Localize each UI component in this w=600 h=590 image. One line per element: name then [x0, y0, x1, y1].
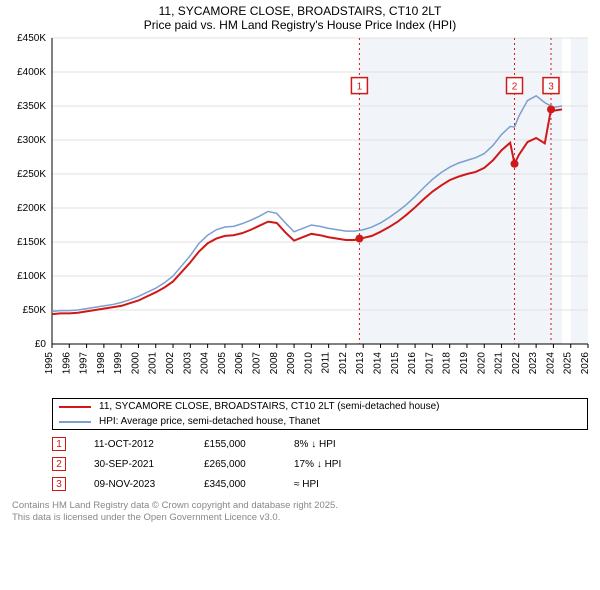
svg-text:2003: 2003: [182, 352, 193, 375]
svg-text:£250K: £250K: [17, 169, 46, 180]
svg-text:2021: 2021: [494, 352, 505, 375]
chart-container: 11, SYCAMORE CLOSE, BROADSTAIRS, CT10 2L…: [0, 0, 600, 590]
legend-item-hpi: HPI: Average price, semi-detached house,…: [53, 414, 587, 429]
footer-text: Contains HM Land Registry data © Crown c…: [12, 500, 588, 525]
svg-text:2013: 2013: [355, 352, 366, 375]
sale-number-box: 1: [52, 437, 66, 451]
svg-text:£150K: £150K: [17, 237, 46, 248]
svg-text:2004: 2004: [200, 352, 211, 375]
svg-text:2015: 2015: [390, 352, 401, 375]
svg-text:2020: 2020: [476, 352, 487, 375]
svg-text:2025: 2025: [563, 352, 574, 375]
legend-label-property: 11, SYCAMORE CLOSE, BROADSTAIRS, CT10 2L…: [99, 401, 440, 412]
svg-text:2008: 2008: [269, 352, 280, 375]
svg-text:1997: 1997: [79, 352, 90, 375]
svg-text:2000: 2000: [130, 352, 141, 375]
svg-text:2006: 2006: [234, 352, 245, 375]
svg-text:2017: 2017: [424, 352, 435, 375]
svg-text:2001: 2001: [148, 352, 159, 375]
svg-text:2014: 2014: [373, 352, 384, 375]
legend-label-hpi: HPI: Average price, semi-detached house,…: [99, 416, 320, 427]
svg-text:1998: 1998: [96, 352, 107, 375]
legend-swatch-property: [59, 406, 91, 408]
svg-text:2024: 2024: [545, 352, 556, 375]
svg-text:2002: 2002: [165, 352, 176, 375]
svg-text:£350K: £350K: [17, 101, 46, 112]
sale-price: £345,000: [204, 479, 294, 490]
svg-text:2010: 2010: [303, 352, 314, 375]
sale-date: 09-NOV-2023: [94, 479, 204, 490]
sale-date: 11-OCT-2012: [94, 439, 204, 450]
sale-diff: 17% ↓ HPI: [294, 459, 404, 470]
sales-row: 1 11-OCT-2012£155,0008% ↓ HPI: [52, 434, 588, 454]
svg-text:2018: 2018: [442, 352, 453, 375]
svg-text:£400K: £400K: [17, 67, 46, 78]
svg-text:2019: 2019: [459, 352, 470, 375]
svg-text:£50K: £50K: [23, 305, 47, 316]
svg-text:2023: 2023: [528, 352, 539, 375]
svg-text:£200K: £200K: [17, 203, 46, 214]
svg-text:2022: 2022: [511, 352, 522, 375]
legend-box: 11, SYCAMORE CLOSE, BROADSTAIRS, CT10 2L…: [52, 398, 588, 430]
svg-text:1: 1: [357, 82, 363, 93]
footer-line-1: Contains HM Land Registry data © Crown c…: [12, 500, 588, 512]
footer-line-2: This data is licensed under the Open Gov…: [12, 512, 588, 524]
sale-number-box: 3: [52, 477, 66, 491]
sale-diff: 8% ↓ HPI: [294, 439, 404, 450]
svg-text:2016: 2016: [407, 352, 418, 375]
svg-text:£450K: £450K: [17, 34, 46, 44]
sale-number-box: 2: [52, 457, 66, 471]
svg-text:2: 2: [512, 82, 518, 93]
svg-text:2012: 2012: [338, 352, 349, 375]
svg-text:2026: 2026: [580, 352, 591, 375]
legend-swatch-hpi: [59, 421, 91, 423]
title-line-1: 11, SYCAMORE CLOSE, BROADSTAIRS, CT10 2L…: [0, 4, 600, 18]
sale-date: 30-SEP-2021: [94, 459, 204, 470]
svg-text:2007: 2007: [251, 352, 262, 375]
svg-text:1999: 1999: [113, 352, 124, 375]
chart-plot: £0 £50K £100K £150K £200K £250K £300K £350K £400…: [0, 34, 600, 394]
svg-text:2009: 2009: [286, 352, 297, 375]
sale-price: £155,000: [204, 439, 294, 450]
svg-text:£300K: £300K: [17, 135, 46, 146]
title-line-2: Price paid vs. HM Land Registry's House …: [0, 18, 600, 32]
svg-text:1996: 1996: [61, 352, 72, 375]
sales-row: 3 09-NOV-2023£345,000 ≈ HPI: [52, 474, 588, 494]
legend-item-property: 11, SYCAMORE CLOSE, BROADSTAIRS, CT10 2L…: [53, 399, 587, 414]
svg-text:1995: 1995: [44, 352, 55, 375]
sale-diff: ≈ HPI: [294, 479, 404, 490]
chart-svg: £0 £50K £100K £150K £200K £250K £300K £350K £400…: [0, 34, 600, 394]
svg-text:£0: £0: [35, 339, 47, 350]
svg-text:2005: 2005: [217, 352, 228, 375]
sales-row: 2 30-SEP-2021£265,00017% ↓ HPI: [52, 454, 588, 474]
svg-text:3: 3: [548, 82, 554, 93]
svg-text:2011: 2011: [321, 352, 332, 374]
title-block: 11, SYCAMORE CLOSE, BROADSTAIRS, CT10 2L…: [0, 0, 600, 34]
sale-price: £265,000: [204, 459, 294, 470]
svg-text:£100K: £100K: [17, 271, 46, 282]
sales-table: 1 11-OCT-2012£155,0008% ↓ HPI 2 30-SEP-2021…: [52, 434, 588, 494]
